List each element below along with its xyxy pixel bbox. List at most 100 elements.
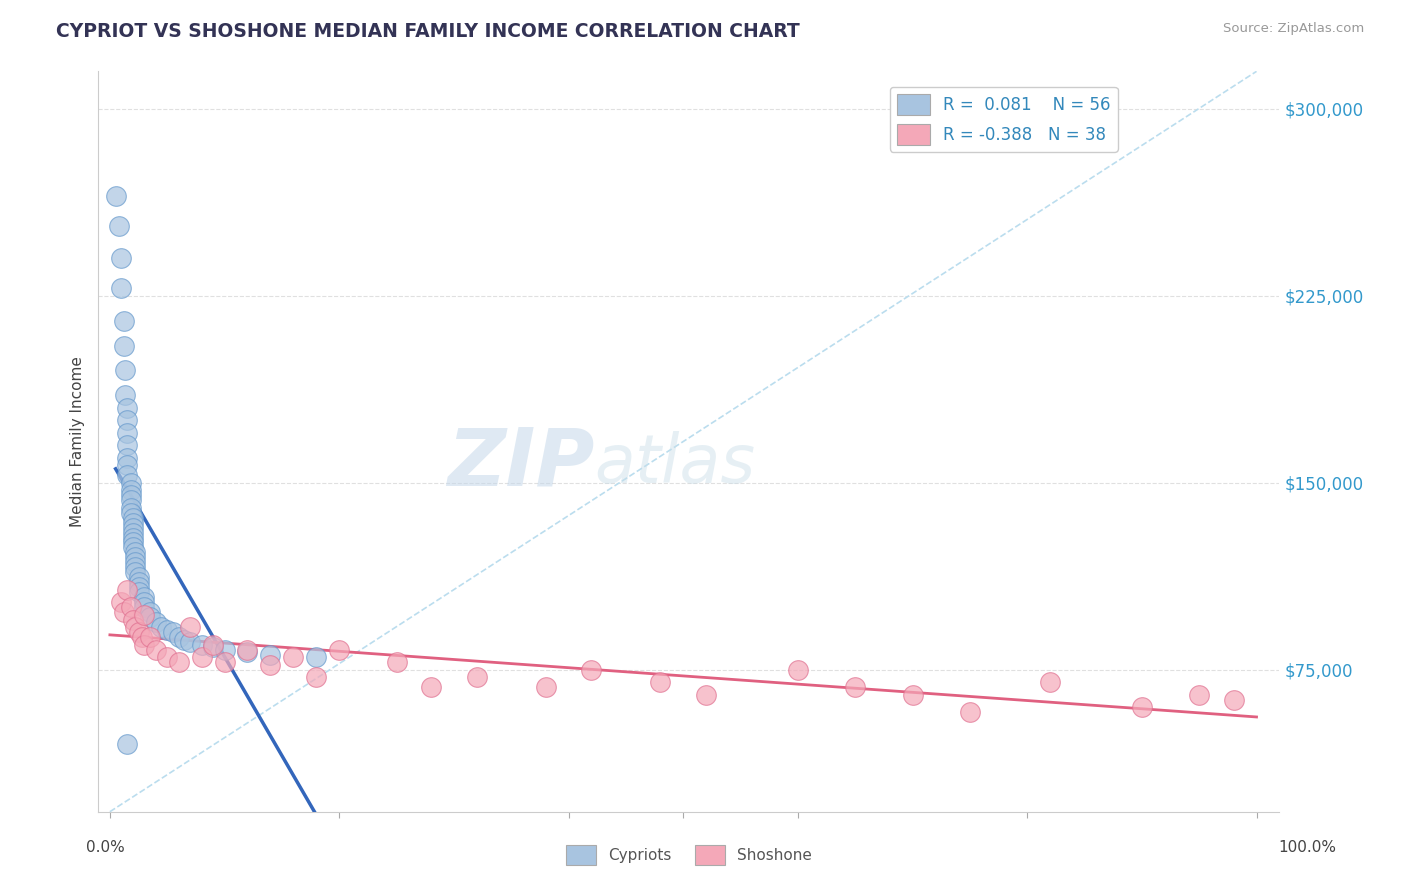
Point: [121, 613, 143, 627]
Point: [179, 635, 201, 649]
Point: [214, 642, 236, 657]
Point: [114, 388, 136, 402]
Point: [214, 655, 236, 669]
Point: [124, 545, 146, 559]
Point: [305, 650, 328, 665]
Point: [150, 620, 173, 634]
Point: [145, 615, 167, 630]
Point: [120, 500, 142, 515]
Point: [121, 520, 143, 534]
Point: [121, 535, 143, 549]
Point: [128, 570, 150, 584]
Point: [695, 688, 717, 702]
Point: [108, 219, 131, 233]
Point: [236, 642, 259, 657]
Point: [120, 600, 142, 615]
Text: Source: ZipAtlas.com: Source: ZipAtlas.com: [1223, 22, 1364, 36]
Text: atlas: atlas: [595, 431, 755, 497]
Point: [305, 670, 328, 684]
Point: [112, 313, 135, 327]
Text: CYPRIOT VS SHOSHONE MEDIAN FAMILY INCOME CORRELATION CHART: CYPRIOT VS SHOSHONE MEDIAN FAMILY INCOME…: [56, 22, 800, 41]
Point: [156, 650, 179, 665]
Point: [139, 610, 162, 624]
Point: [202, 640, 225, 655]
Point: [112, 605, 135, 619]
Point: [120, 493, 142, 508]
Point: [179, 620, 201, 634]
Point: [128, 580, 150, 594]
Point: [110, 595, 132, 609]
Point: [134, 600, 156, 615]
Point: [110, 252, 132, 266]
Point: [1188, 688, 1211, 702]
Text: 100.0%: 100.0%: [1278, 840, 1337, 855]
Point: [104, 189, 127, 203]
Point: [112, 338, 135, 352]
Point: [385, 655, 408, 669]
Point: [259, 657, 281, 672]
Point: [128, 625, 150, 640]
Point: [167, 655, 190, 669]
Point: [115, 438, 138, 452]
Point: [190, 638, 212, 652]
Point: [120, 506, 142, 520]
Point: [173, 632, 195, 647]
Point: [121, 531, 143, 545]
Point: [134, 595, 156, 609]
Point: [786, 663, 808, 677]
Point: [1222, 692, 1244, 706]
Point: [901, 688, 924, 702]
Point: [121, 541, 143, 555]
Y-axis label: Median Family Income: Median Family Income: [70, 356, 86, 527]
Point: [121, 525, 143, 540]
Point: [115, 425, 138, 440]
Point: [202, 638, 225, 652]
Text: ZIP: ZIP: [447, 425, 595, 503]
Point: [110, 281, 132, 295]
Point: [128, 575, 150, 590]
Point: [236, 645, 259, 659]
Point: [167, 630, 190, 644]
Point: [534, 680, 557, 694]
Point: [328, 642, 350, 657]
Point: [465, 670, 488, 684]
Point: [156, 623, 179, 637]
Point: [115, 413, 138, 427]
Point: [650, 675, 672, 690]
Point: [134, 591, 156, 605]
Point: [120, 488, 142, 502]
Point: [283, 650, 305, 665]
Point: [134, 607, 156, 622]
Point: [124, 620, 146, 634]
Point: [124, 560, 146, 574]
Point: [190, 650, 212, 665]
Point: [959, 705, 981, 719]
Point: [124, 566, 146, 580]
Point: [124, 556, 146, 570]
Point: [1039, 675, 1062, 690]
Point: [115, 458, 138, 473]
Point: [114, 363, 136, 377]
Point: [121, 516, 143, 530]
Text: 0.0%: 0.0%: [86, 840, 125, 855]
Point: [115, 582, 138, 597]
Point: [134, 638, 156, 652]
Point: [259, 648, 281, 662]
Point: [124, 550, 146, 565]
Point: [139, 630, 162, 644]
Point: [115, 450, 138, 465]
Point: [120, 483, 142, 497]
Point: [115, 468, 138, 483]
Point: [115, 738, 138, 752]
Point: [120, 475, 142, 490]
Point: [128, 585, 150, 599]
Legend: Cypriots, Shoshone: Cypriots, Shoshone: [560, 838, 818, 871]
Point: [121, 510, 143, 524]
Point: [145, 642, 167, 657]
Point: [581, 663, 603, 677]
Point: [1130, 700, 1153, 714]
Point: [420, 680, 443, 694]
Point: [844, 680, 866, 694]
Point: [115, 401, 138, 415]
Point: [139, 605, 162, 619]
